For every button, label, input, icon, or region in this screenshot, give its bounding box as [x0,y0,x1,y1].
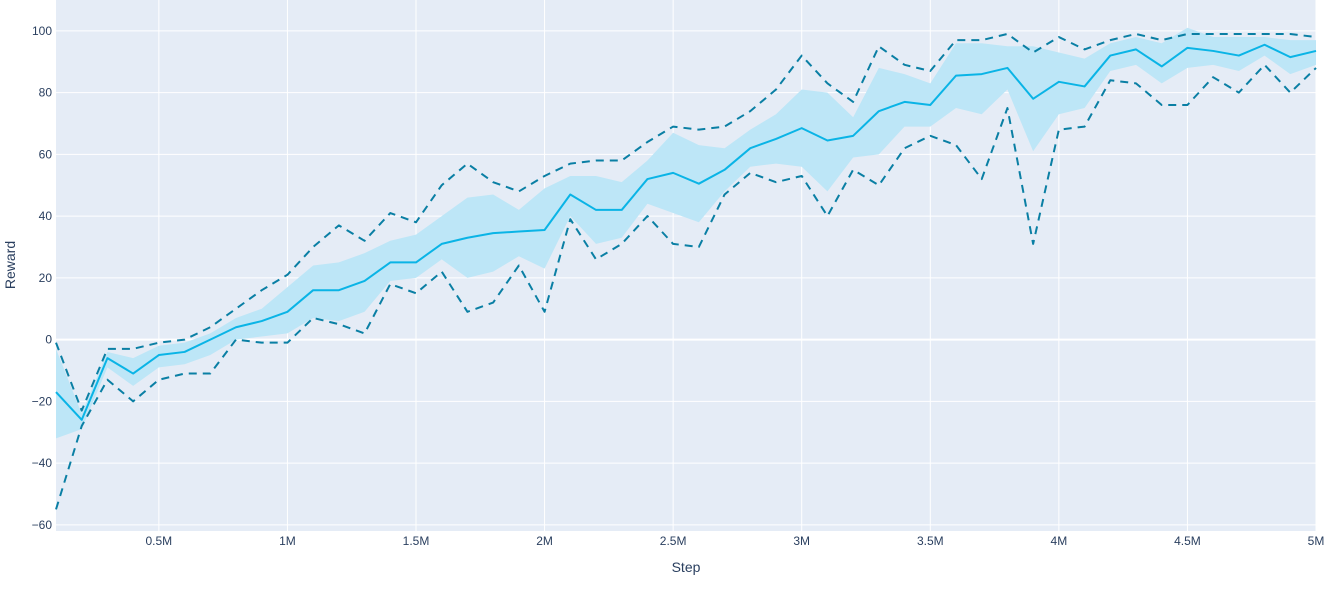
x-tick-label: 1M [279,534,296,548]
x-tick-label: 1.5M [403,534,430,548]
y-tick-label: 40 [39,209,53,223]
x-tick-label: 0.5M [146,534,173,548]
max-line [55,32,1317,412]
y-tick-label: 100 [32,24,52,38]
y-tick-label: −60 [32,518,53,532]
x-tick-label: 3M [793,534,810,548]
y-tick-label: 0 [45,333,52,347]
y-tick-label: 20 [39,271,53,285]
y-tick-label: 60 [39,147,53,161]
x-axis-label: Step [672,559,701,575]
min-line [55,63,1317,510]
series-layer [55,27,1317,510]
mean-line [55,43,1317,421]
x-tick-label: 2.5M [660,534,687,548]
y-tick-label: −20 [32,394,53,408]
x-tick-label: 4M [1051,534,1068,548]
y-tick-labels: 100 80 60 40 20 0 −20 −40 −60 [32,24,53,532]
x-tick-label: 3.5M [917,534,944,548]
plot-background [56,0,1316,531]
y-tick-label: −40 [32,456,53,470]
y-axis-label: Reward [2,241,18,289]
x-tick-label: 5M [1308,534,1325,548]
x-tick-labels: 0.5M 1M 1.5M 2M 2.5M 3M 3.5M 4M 4.5M 5M [146,534,1325,548]
x-tick-label: 4.5M [1174,534,1201,548]
x-tick-label: 2M [536,534,553,548]
y-tick-label: 80 [39,86,53,100]
